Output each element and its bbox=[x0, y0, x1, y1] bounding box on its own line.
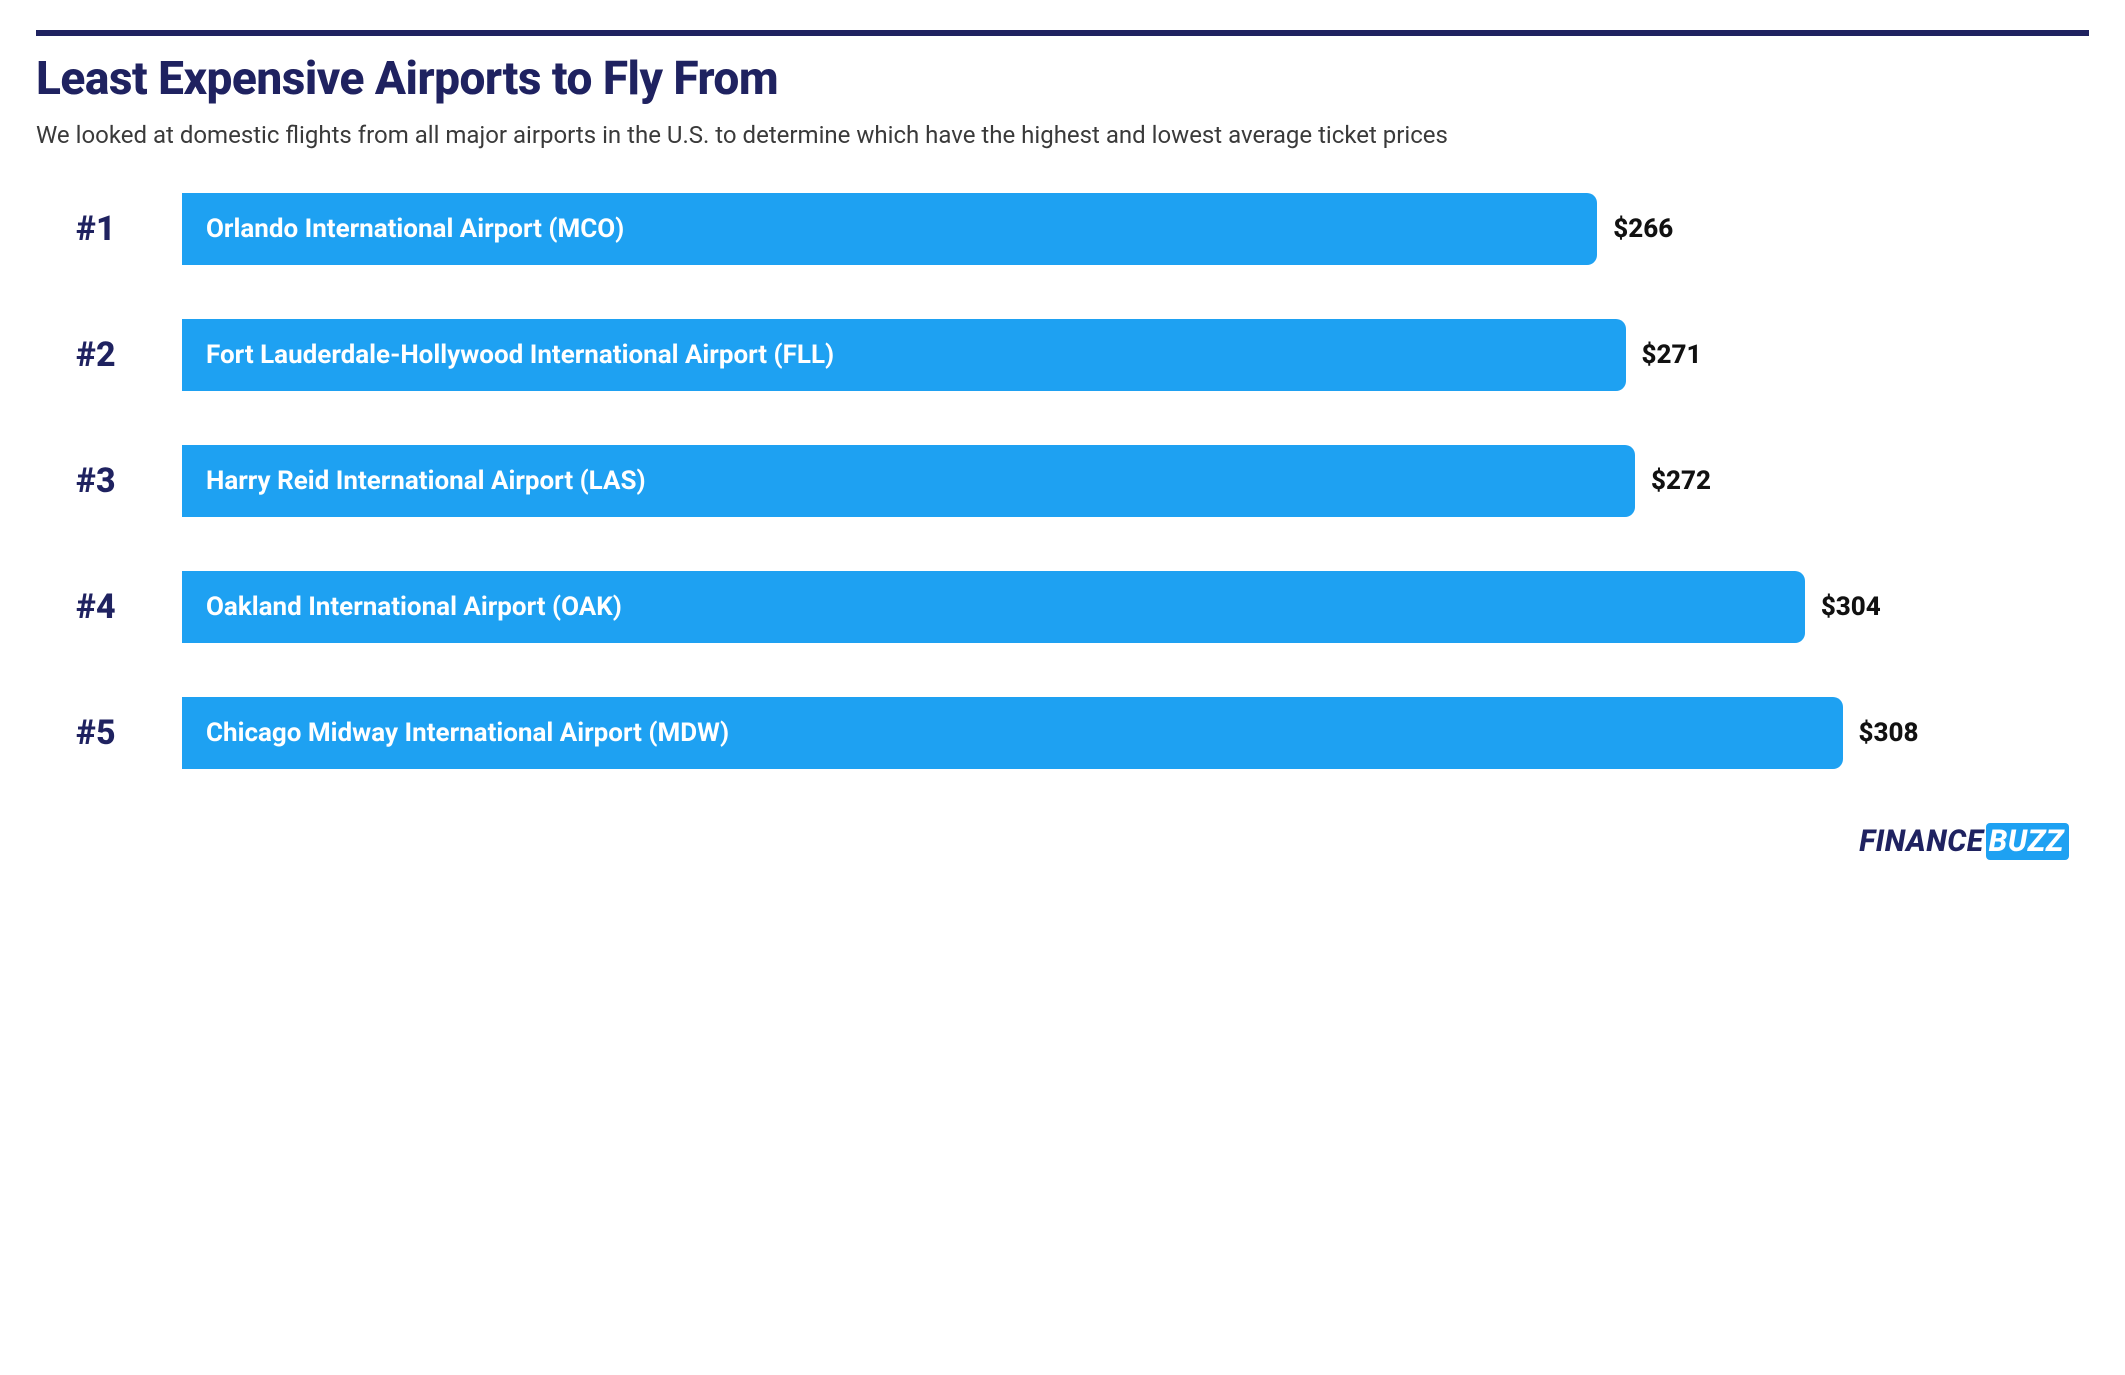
brand-part2: BUZZ bbox=[1986, 823, 2069, 860]
brand-part1: FINANCE bbox=[1859, 824, 1983, 859]
chart-row: #3 Harry Reid International Airport (LAS… bbox=[72, 445, 2069, 517]
chart-row: #5 Chicago Midway International Airport … bbox=[72, 697, 2069, 769]
price-label: $271 bbox=[1626, 340, 1702, 370]
top-rule bbox=[36, 30, 2089, 36]
footer: FINANCEBUZZ bbox=[36, 823, 2089, 860]
rank-label: #3 bbox=[72, 461, 182, 501]
price-label: $308 bbox=[1843, 718, 1919, 748]
bar-container: Chicago Midway International Airport (MD… bbox=[182, 697, 2069, 769]
price-label: $272 bbox=[1635, 466, 1711, 496]
bar-label: Fort Lauderdale-Hollywood International … bbox=[206, 340, 834, 370]
bar: Orlando International Airport (MCO) bbox=[182, 193, 1597, 265]
rank-label: #1 bbox=[72, 209, 182, 249]
airport-bar-chart: #1 Orlando International Airport (MCO) $… bbox=[36, 193, 2089, 769]
chart-row: #4 Oakland International Airport (OAK) $… bbox=[72, 571, 2069, 643]
chart-row: #1 Orlando International Airport (MCO) $… bbox=[72, 193, 2069, 265]
rank-label: #2 bbox=[72, 335, 182, 375]
brand-logo: FINANCEBUZZ bbox=[1859, 823, 2069, 860]
price-label: $266 bbox=[1597, 214, 1673, 244]
bar-container: Fort Lauderdale-Hollywood International … bbox=[182, 319, 2069, 391]
bar: Chicago Midway International Airport (MD… bbox=[182, 697, 1843, 769]
bar: Harry Reid International Airport (LAS) bbox=[182, 445, 1635, 517]
bar-label: Chicago Midway International Airport (MD… bbox=[206, 718, 729, 748]
bar-label: Orlando International Airport (MCO) bbox=[206, 214, 624, 244]
bar-container: Orlando International Airport (MCO) $266 bbox=[182, 193, 2069, 265]
price-label: $304 bbox=[1805, 592, 1881, 622]
bar-container: Oakland International Airport (OAK) $304 bbox=[182, 571, 2069, 643]
bar-label: Oakland International Airport (OAK) bbox=[206, 592, 622, 622]
bar: Fort Lauderdale-Hollywood International … bbox=[182, 319, 1626, 391]
page-title: Least Expensive Airports to Fly From bbox=[36, 54, 2089, 105]
rank-label: #5 bbox=[72, 713, 182, 753]
chart-row: #2 Fort Lauderdale-Hollywood Internation… bbox=[72, 319, 2069, 391]
bar-container: Harry Reid International Airport (LAS) $… bbox=[182, 445, 2069, 517]
bar-label: Harry Reid International Airport (LAS) bbox=[206, 466, 646, 496]
bar: Oakland International Airport (OAK) bbox=[182, 571, 1805, 643]
rank-label: #4 bbox=[72, 587, 182, 627]
page-subtitle: We looked at domestic flights from all m… bbox=[36, 119, 1986, 151]
